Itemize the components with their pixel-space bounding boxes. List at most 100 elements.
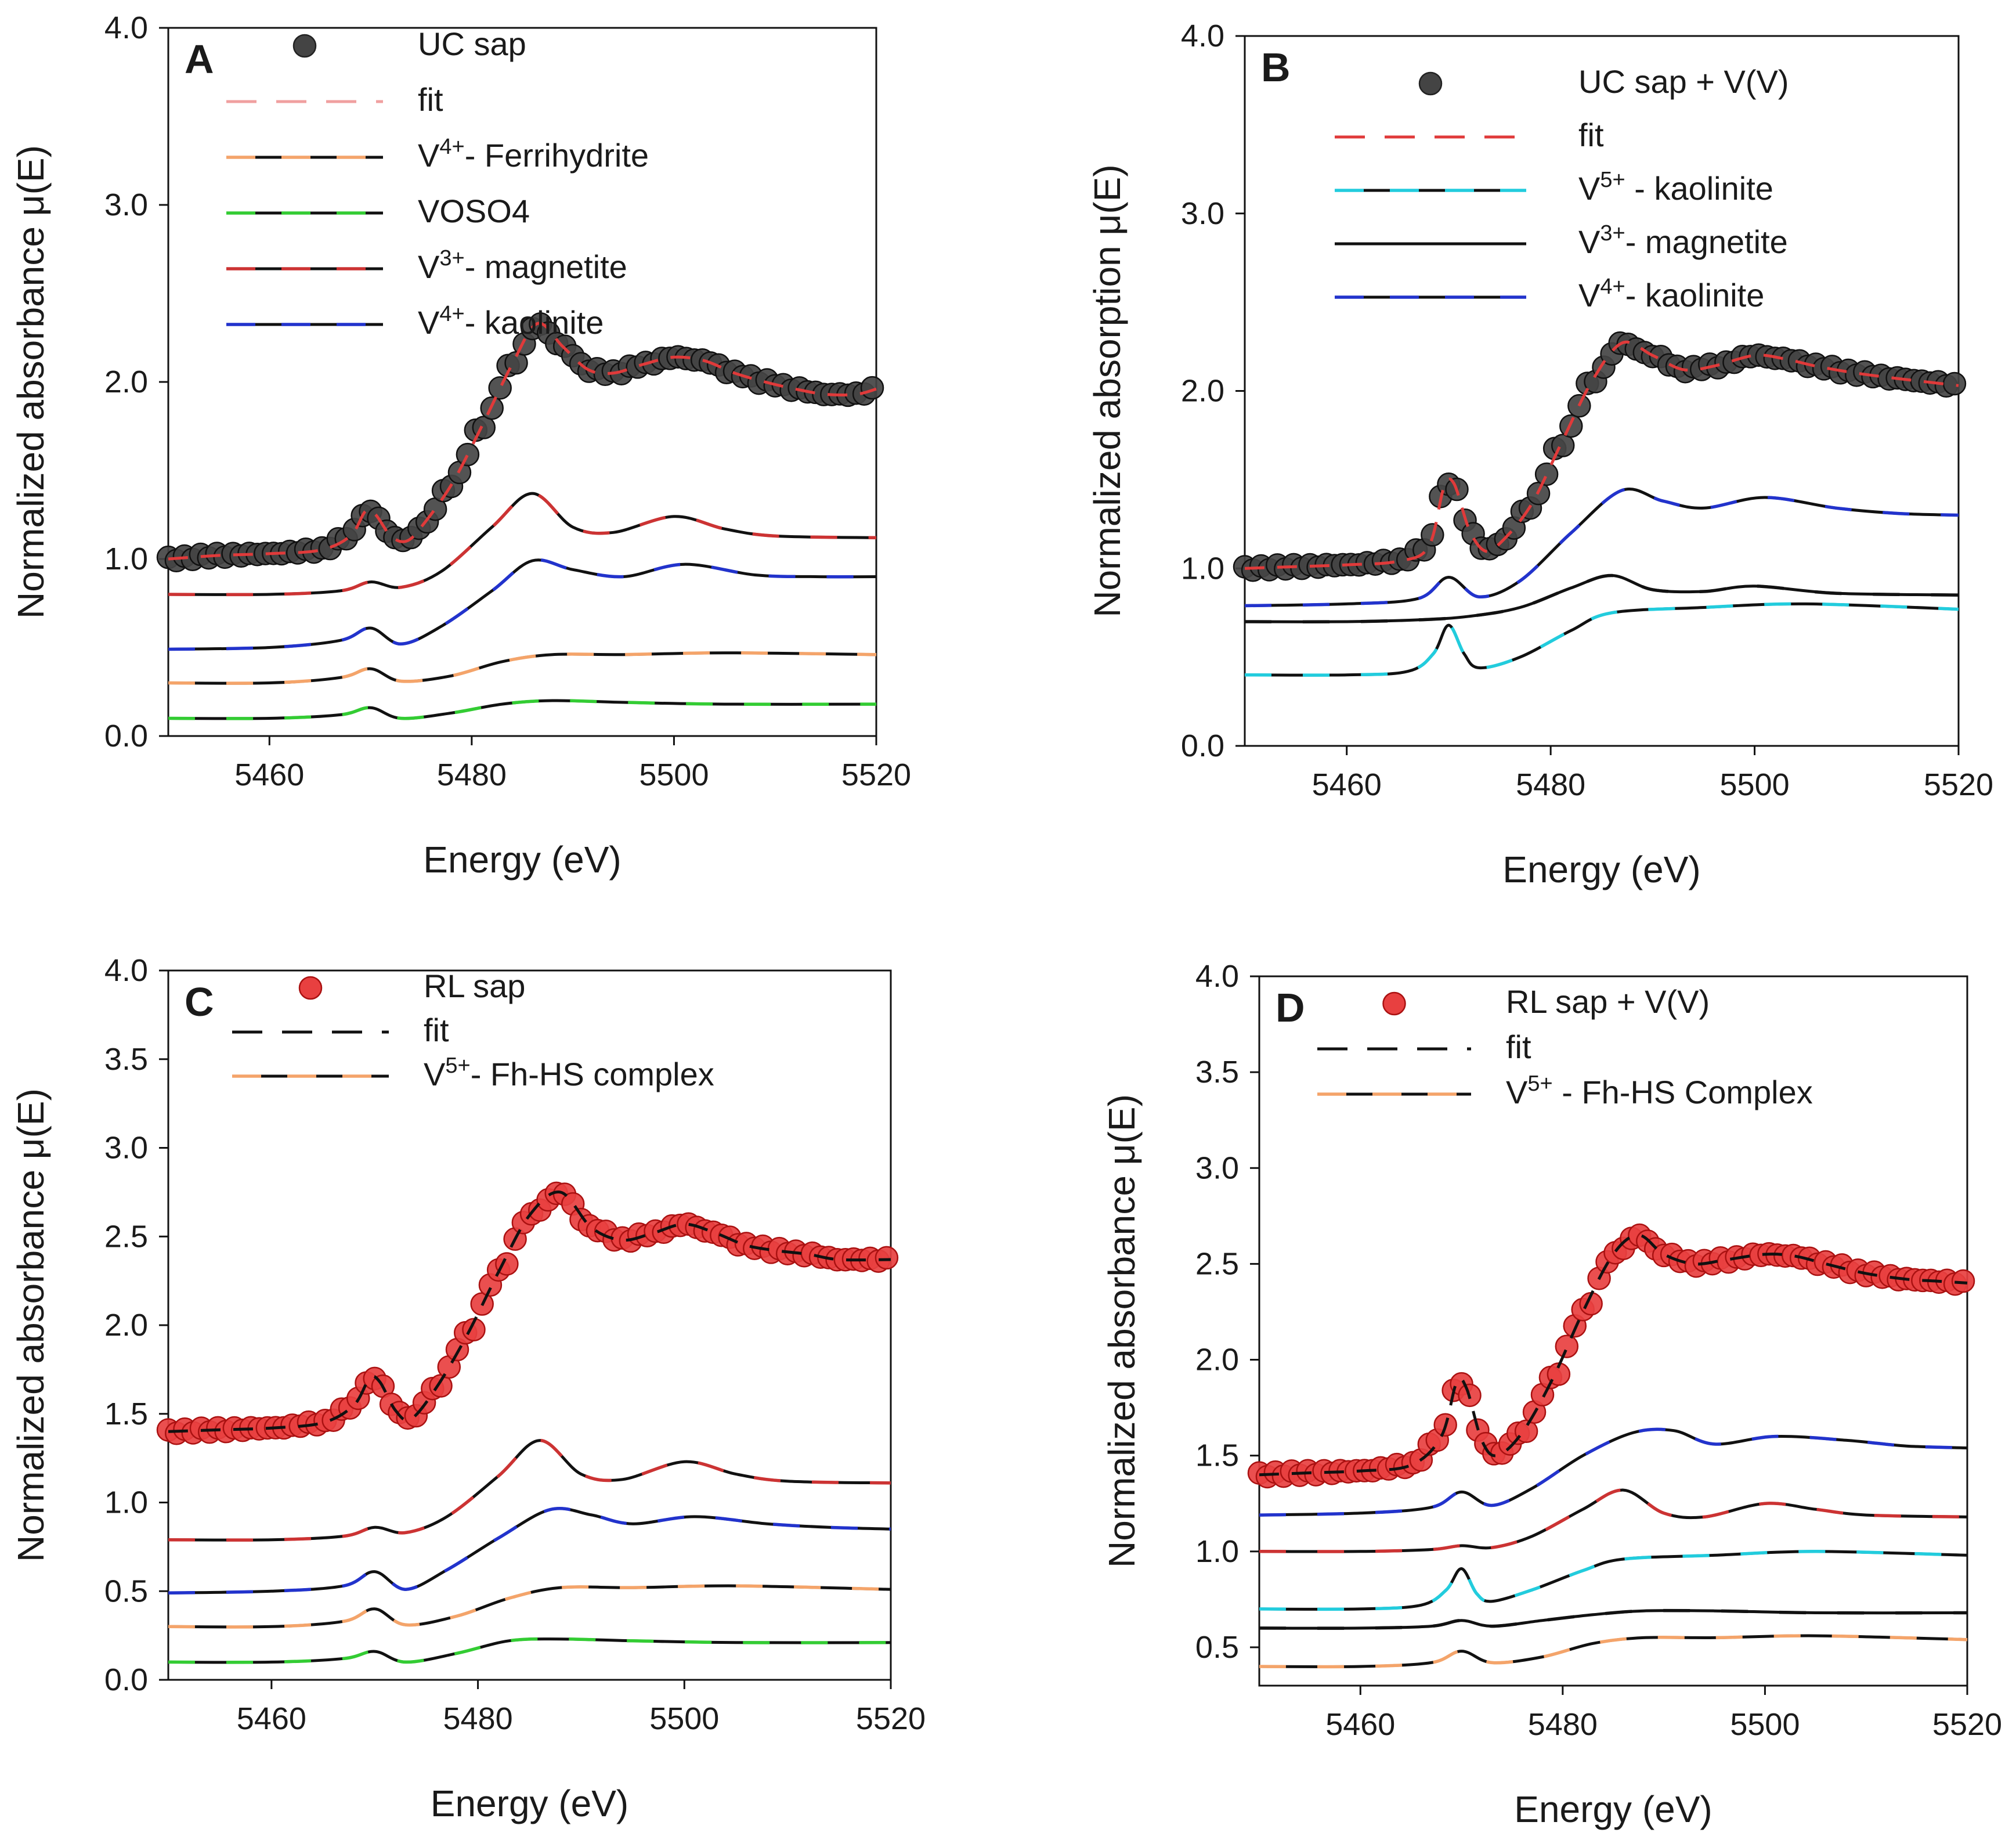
panel-c-y-tick-label: 0.5 [104,1574,148,1608]
panel-a-y-tick-label: 3.0 [104,187,148,222]
panel-a-series-4-color-dash [168,651,877,685]
panel-b-legend-entry: V5+ - kaolinite [1335,168,1773,207]
panel-a-y-tick-label: 4.0 [104,10,148,45]
panel-b-legend-marker [1418,71,1443,96]
panel-a-data-point [860,376,884,400]
panel-c-series-0-markers [156,1181,899,1445]
panel-d-series-4-line [1259,1550,1968,1611]
panel-d-y-tick-label: 3.0 [1195,1150,1239,1185]
panel-d-y-axis-title: Normalized absorbance μ(E) [1101,1094,1143,1568]
panel-b-y-tick-label: 3.0 [1181,196,1224,231]
panel-a-legend-label: V4+- kaolinite [418,302,604,341]
panel-b-series-4-color-dash [1244,602,1959,677]
panel-a-y-tick-label: 1.0 [104,542,148,576]
panel-c: 5460 5480 5500 5520 0.0 0.5 1.0 1.5 2.0 2.5 3.0 3.5… [10,953,926,1824]
panel-b-legend-label: V5+ - kaolinite [1578,168,1773,207]
panel-a-y-axis-title: Normalized absorbance μ(E) [10,145,52,619]
panel-d: 5460 5480 5500 5520 0.5 1.0 1.5 2.0 2.5 3.0 3.5 4.0… [1101,959,2002,1830]
panel-a-x-tick-label: 5460 [234,757,304,792]
panel-c-y-tick-label: 1.0 [104,1485,148,1520]
panel-c-y-axis-title: Normalized absorbance μ(E) [10,1088,52,1562]
panel-a-y-tick-label: 2.0 [104,365,148,399]
panel-d-x-tick-label: 5520 [1932,1707,2002,1742]
panel-d-data-point [1555,1334,1579,1358]
panel-a-data-point [456,442,480,467]
panel-d-y-tick-label: 4.0 [1195,959,1239,994]
panel-b-x-tick-label: 5460 [1312,767,1382,802]
panel-d-legend-entry: fit [1317,1029,1531,1065]
panel-d-legend-entry: V5+ - Fh-HS Complex [1317,1072,1813,1110]
panel-a-y-tick-label: 0.0 [104,719,148,753]
panel-a-series-2-line [168,492,877,596]
panel-a-legend-label: fit [418,81,443,118]
panel-a: 5460 5480 5500 5520 0.0 1.0 2.0 3.0 4.0 Energy (e… [10,10,911,881]
panel-b-x-tick-label: 5480 [1516,767,1585,802]
panel-b-fit-line [1244,340,1959,570]
panel-a-series-5-color-dash [168,699,877,720]
panel-b-legend-entry: V3+- magnetite [1335,221,1788,260]
panel-b-y-tick-label: 2.0 [1181,374,1224,409]
panel-d-y-tick-label: 3.5 [1195,1055,1239,1090]
panel-b-legend-label: V3+- magnetite [1578,221,1788,260]
panel-c-data-point [462,1318,486,1341]
panel-d-series-3-line [1259,1488,1968,1553]
panel-b-x-tick-label: 5500 [1720,767,1790,802]
panel-b-data-point [1942,371,1967,396]
panel-c-x-tick-label: 5480 [443,1701,513,1736]
panel-a-legend-marker [292,34,317,58]
panel-d-x-axis-title: Energy (eV) [1514,1788,1712,1830]
panel-a-legend-entry: V4+- kaolinite [226,302,604,341]
panel-a-series-0-markers [156,312,884,573]
panel-c-series-5-line [168,1637,891,1664]
panel-b-x-tick-label: 5520 [1924,767,1993,802]
panel-b-letter: B [1261,45,1291,90]
panel-c-series-2-line [168,1439,891,1542]
panel-c-fit-line [168,1191,891,1433]
panel-b-series-2-line [1244,488,1959,607]
panel-c-x-tick-label: 5460 [237,1701,306,1736]
panel-c-legend-entry: V5+- Fh-HS complex [232,1054,714,1092]
panel-d-legend-label: V5+ - Fh-HS Complex [1506,1072,1813,1110]
panel-a-legend-label: UC sap [418,26,526,62]
panel-d-legend-label: fit [1506,1029,1531,1065]
panel-a-fit-line [168,322,877,561]
panel-d-x-tick-label: 5460 [1325,1707,1395,1742]
panel-c-letter: C [185,979,214,1024]
panel-a-legend-entry: fit [226,81,443,118]
panel-c-x-axis-title: Energy (eV) [431,1783,628,1824]
panel-a-legend-entry: V4+- Ferrihydrite [226,135,649,174]
panel-a-x-tick-label: 5480 [437,757,507,792]
panel-b-x-axis-title: Energy (eV) [1502,849,1700,890]
panel-b-legend-entry: V4+- kaolinite [1335,275,1764,313]
panel-d-letter: D [1276,985,1305,1030]
panel-b-legend-label: V4+- kaolinite [1578,275,1764,313]
panel-a-legend-label: VOSO4 [418,193,530,229]
panel-d-y-tick-label: 1.0 [1195,1534,1239,1569]
panel-a-data-point [488,376,512,400]
panel-d-series-2-color-dash [1259,1427,1968,1517]
panel-d-y-tick-label: 2.5 [1195,1246,1239,1281]
panel-d-y-tick-label: 1.5 [1195,1438,1239,1473]
panel-c-y-tick-label: 1.5 [104,1397,148,1431]
panel-a-series-3-line [168,558,877,651]
panel-a-legend-label: V3+- magnetite [418,246,627,285]
panel-b-data-point [1534,462,1559,486]
panel-d-data-point [1951,1269,1975,1293]
panel-b: 5460 5480 5500 5520 0.0 1.0 2.0 3.0 4.0 Energy (e… [1086,19,1993,890]
panel-d-y-tick-label: 2.0 [1195,1343,1239,1377]
panel-c-x-tick-label: 5500 [649,1701,719,1736]
panel-c-legend-entry: RL sap [298,968,525,1004]
panel-d-legend-entry: RL sap + V(V) [1382,983,1710,1020]
panel-d-series-6-color-dash [1259,1634,1968,1669]
panel-c-legend-entry: fit [232,1012,449,1048]
panel-b-series-2-color-dash [1244,487,1959,608]
panel-d-y-tick-label: 0.5 [1195,1630,1239,1665]
panel-d-series-0-markers [1247,1223,1975,1489]
panel-c-data-point [875,1246,899,1270]
panel-b-legend-label: UC sap + V(V) [1578,63,1789,100]
panel-a-legend-entry: UC sap [292,26,526,62]
panel-a-x-tick-label: 5500 [639,757,709,792]
panel-b-y-tick-label: 0.0 [1181,728,1224,763]
panel-c-legend-label: V5+- Fh-HS complex [424,1054,714,1092]
